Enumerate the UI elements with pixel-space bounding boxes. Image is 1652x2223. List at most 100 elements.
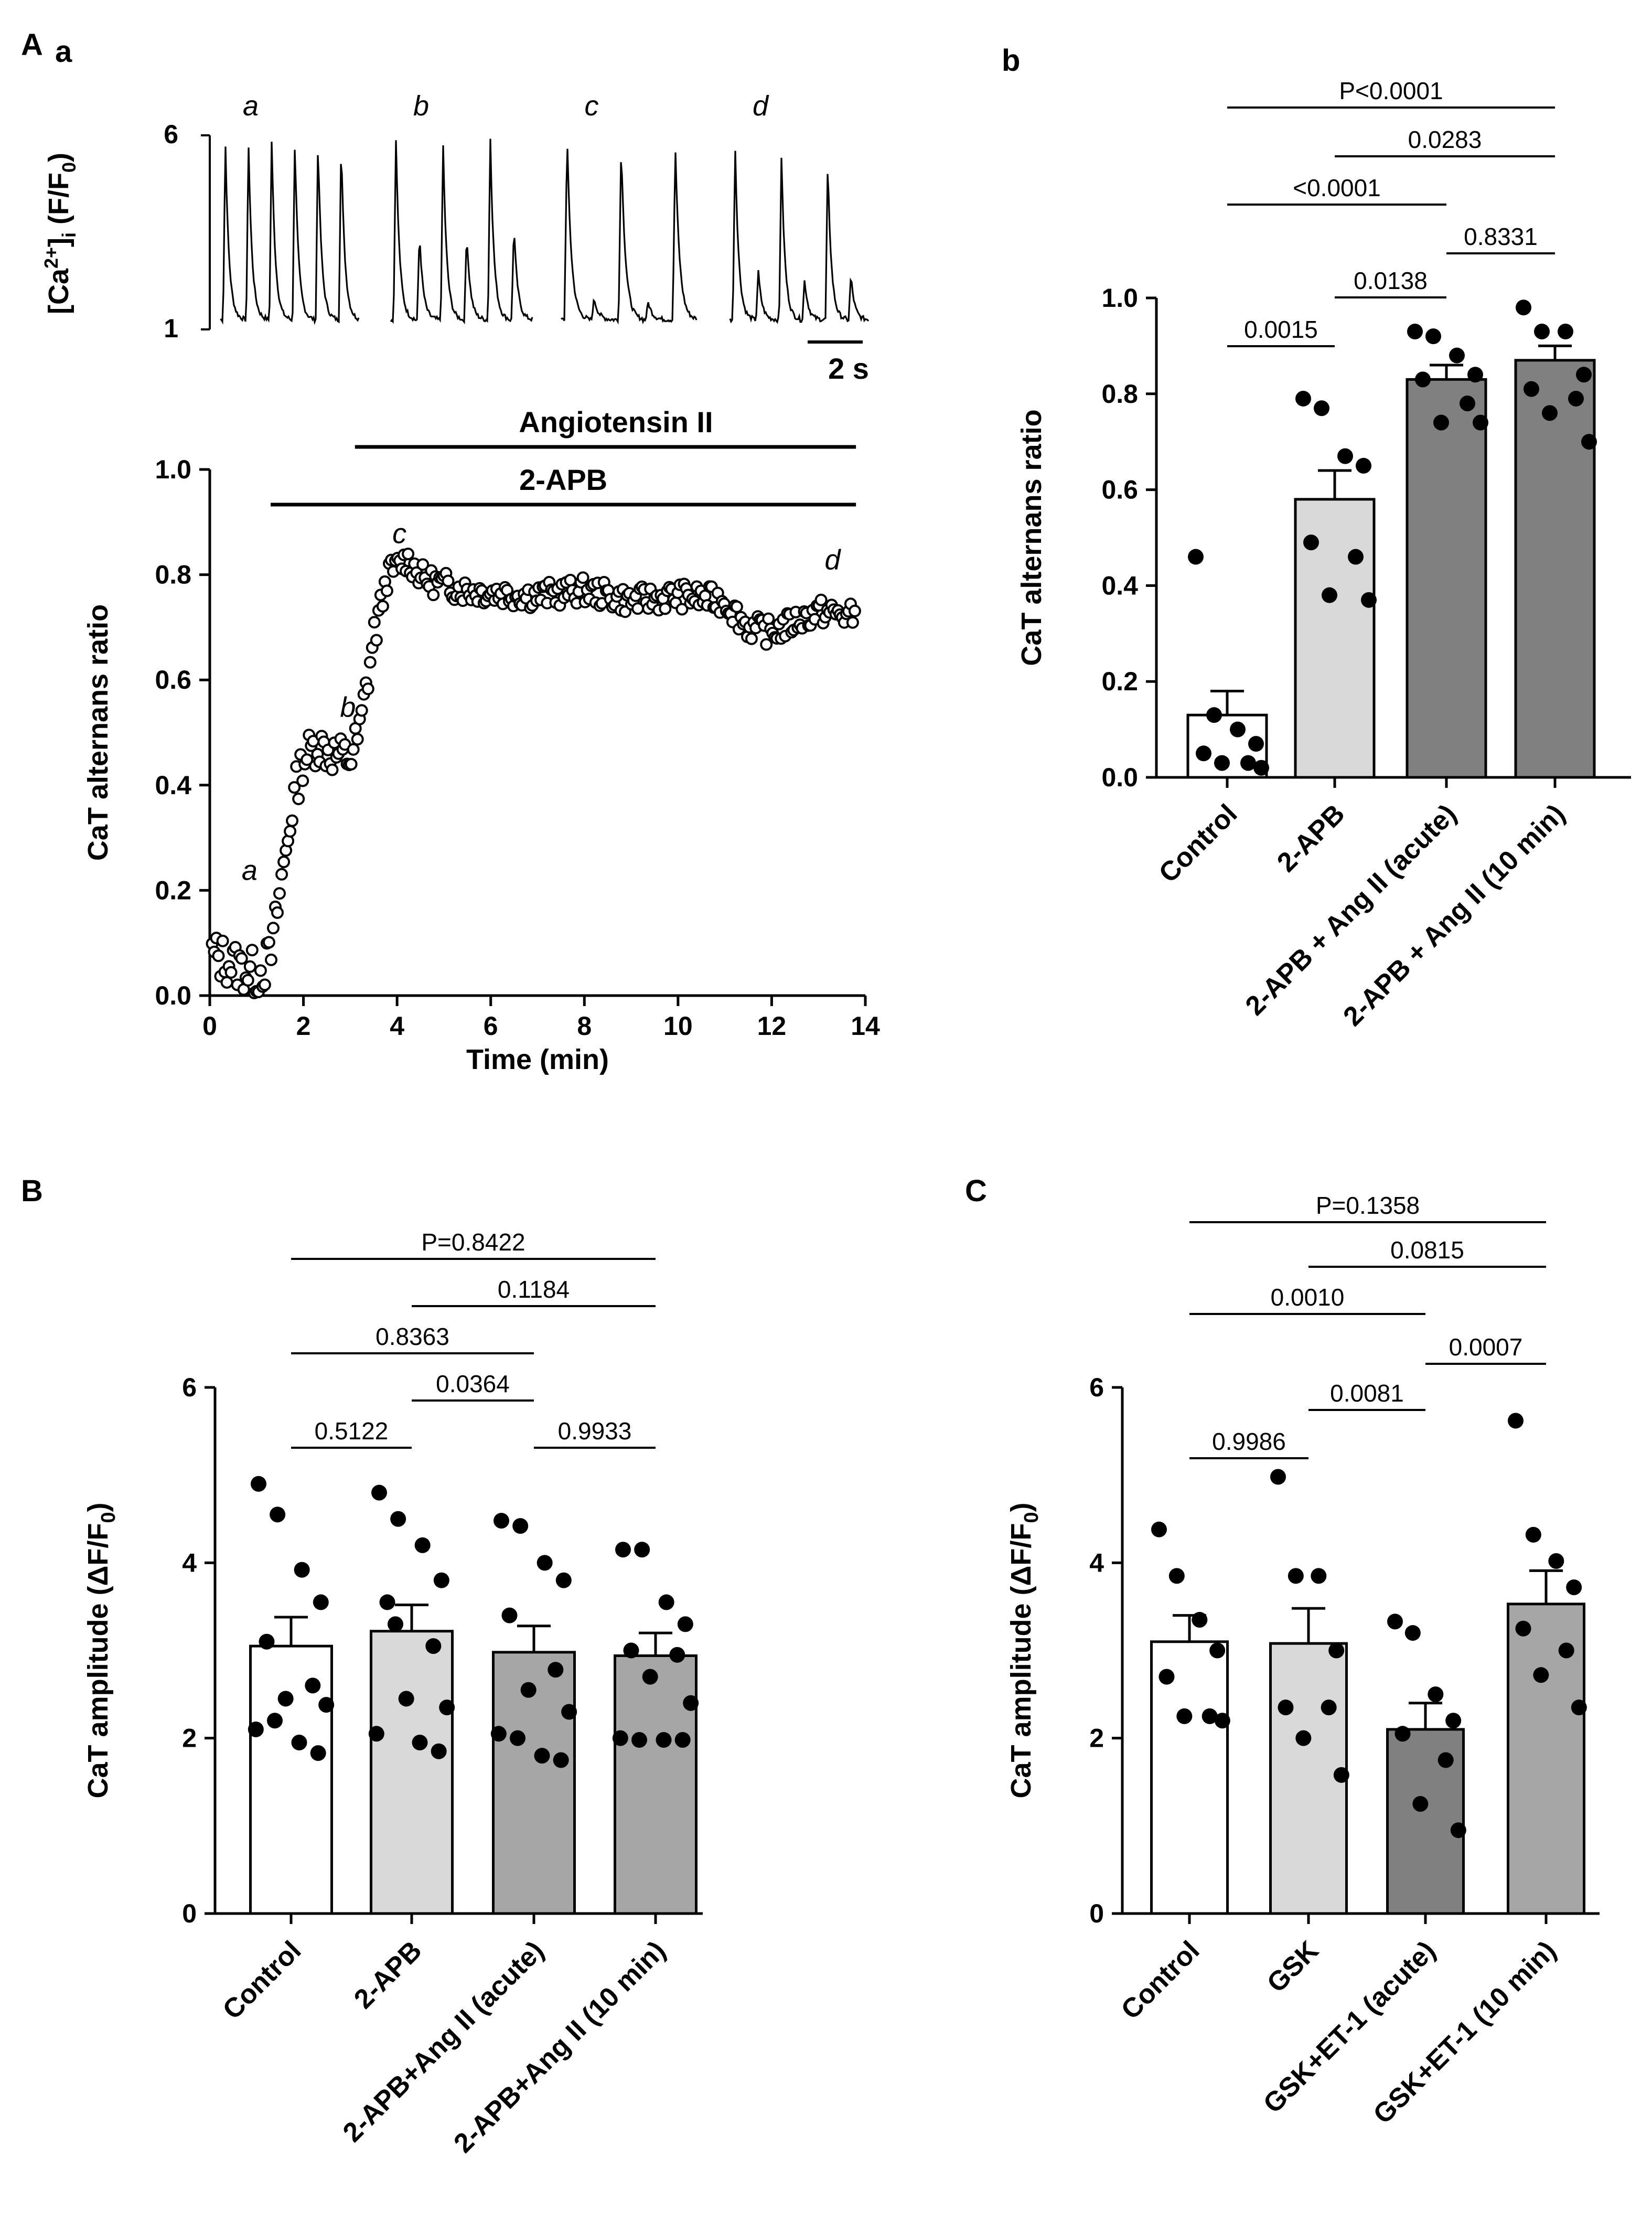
alternans-ratio-point [760,638,773,651]
data-point [1209,1642,1226,1659]
alternans-ratio-point [326,763,339,776]
timecourse-x-tick-label: 10 [663,1011,693,1041]
data-point [510,1730,525,1746]
panel-label-C: C [965,1174,987,1208]
data-point [520,1682,537,1698]
data-point [1328,1642,1345,1659]
alternans-ratio-point [273,887,286,900]
data-point [534,1748,550,1764]
y-tick-label: 1.0 [1101,283,1138,313]
p-value-label: 0.0138 [1354,267,1428,294]
data-point [1460,396,1475,412]
timecourse-x-axis-title: Time (min) [466,1044,609,1075]
p-value-label: P<0.0001 [1339,77,1443,104]
calcium-traces-chart: 6 1 [Ca2+]i (F/F0) a b c d 2 s [40,90,870,385]
data-point [1295,390,1311,407]
data-point [1450,1822,1466,1839]
data-point [270,1506,286,1523]
bar [1150,1640,1229,1915]
data-point [388,1616,403,1632]
data-point [313,1594,329,1610]
data-point [368,1726,384,1742]
timecourse-y-tick-label: 0.0 [155,981,191,1010]
timecourse-y-tick-label: 0.2 [155,875,191,905]
panel-label-B: B [21,1174,43,1208]
data-point [1230,721,1246,738]
alternans-ratio-point [275,868,288,881]
data-point [1295,1730,1312,1746]
data-point [555,1572,572,1588]
category-label: 2-APB + Ang II (10 min) [1337,798,1571,1032]
data-point [1253,760,1269,776]
bar [614,1654,698,1915]
data-point [1568,390,1584,407]
p-value-label: 0.0815 [1390,1236,1464,1264]
data-point [1558,1642,1574,1659]
y-tick-label: 6 [1089,1373,1104,1402]
trace-segment-label: b [413,90,429,122]
alternans-ratio-point [347,743,360,756]
calcium-trace-d [729,151,870,324]
data-point [390,1511,406,1527]
alternans-ratio-point [402,548,415,560]
alternans-ratio-point [345,757,358,771]
p-value-label: 0.0283 [1408,126,1482,153]
y-title-part: ) [43,153,74,162]
p-value-label: <0.0001 [1293,174,1381,201]
data-point [1394,1726,1411,1742]
data-point [1533,1667,1549,1683]
data-point [1433,414,1449,431]
category-label: 2-APB [1271,798,1350,878]
category-label: 2-APB [348,1935,427,2014]
data-point [1438,1752,1454,1768]
p-value-label: 0.0015 [1244,316,1318,343]
alternans-ratio-point [848,604,861,617]
bar [370,1630,454,1915]
traces-y-tick-label: 6 [164,120,178,149]
y-tick-label: 4 [182,1548,197,1577]
data-point [615,1542,631,1558]
alternans-ratio-point [745,632,758,645]
timepoint-annotation: a [242,854,258,886]
data-point [251,1476,266,1492]
data-point [658,1594,674,1610]
data-point [431,1743,447,1759]
y-title-sub: i [58,232,80,238]
alternans-ratio-point [762,612,775,625]
y-title-part: (F/F [43,173,74,232]
alternans-ratio-point [416,558,430,571]
data-point [683,1695,699,1711]
data-point [677,1616,693,1632]
data-point [259,1633,275,1650]
data-point [1576,367,1592,383]
alternans-bar-chart: 0.0 0.2 0.4 0.6 0.8 1.0 CaT alternans ratio Con… [1016,77,1631,1032]
data-point [1515,1620,1531,1637]
data-point [267,1713,283,1729]
y-axis-title: CaT amplitude (ΔF/F0) [82,1503,120,1799]
alternans-ratio-point [380,584,393,597]
data-point [1333,1767,1349,1783]
data-point [1361,592,1377,608]
alternans-ratio-point [277,856,291,869]
alternans-ratio-point [846,616,859,629]
data-point [1467,367,1483,383]
data-point [634,1542,650,1558]
data-point [501,1607,518,1623]
timepoint-annotation: b [340,691,356,723]
data-point [656,1732,672,1748]
alternans-ratio-point [351,733,364,746]
data-point [371,1484,387,1501]
p-value-label: 0.9933 [558,1417,632,1445]
data-point [494,1513,509,1529]
timecourse-x-tick-label: 0 [202,1011,217,1041]
alternans-ratio-point [265,953,277,966]
data-point [1348,549,1364,565]
y-title-part: [Ca [43,268,74,314]
data-point [1322,587,1337,603]
data-point [379,1594,395,1610]
data-point [1168,1568,1185,1584]
timecourse-x-tick-label: 4 [390,1011,404,1041]
category-label: Control [1115,1935,1206,2025]
data-point [433,1572,449,1588]
data-point [553,1752,569,1768]
